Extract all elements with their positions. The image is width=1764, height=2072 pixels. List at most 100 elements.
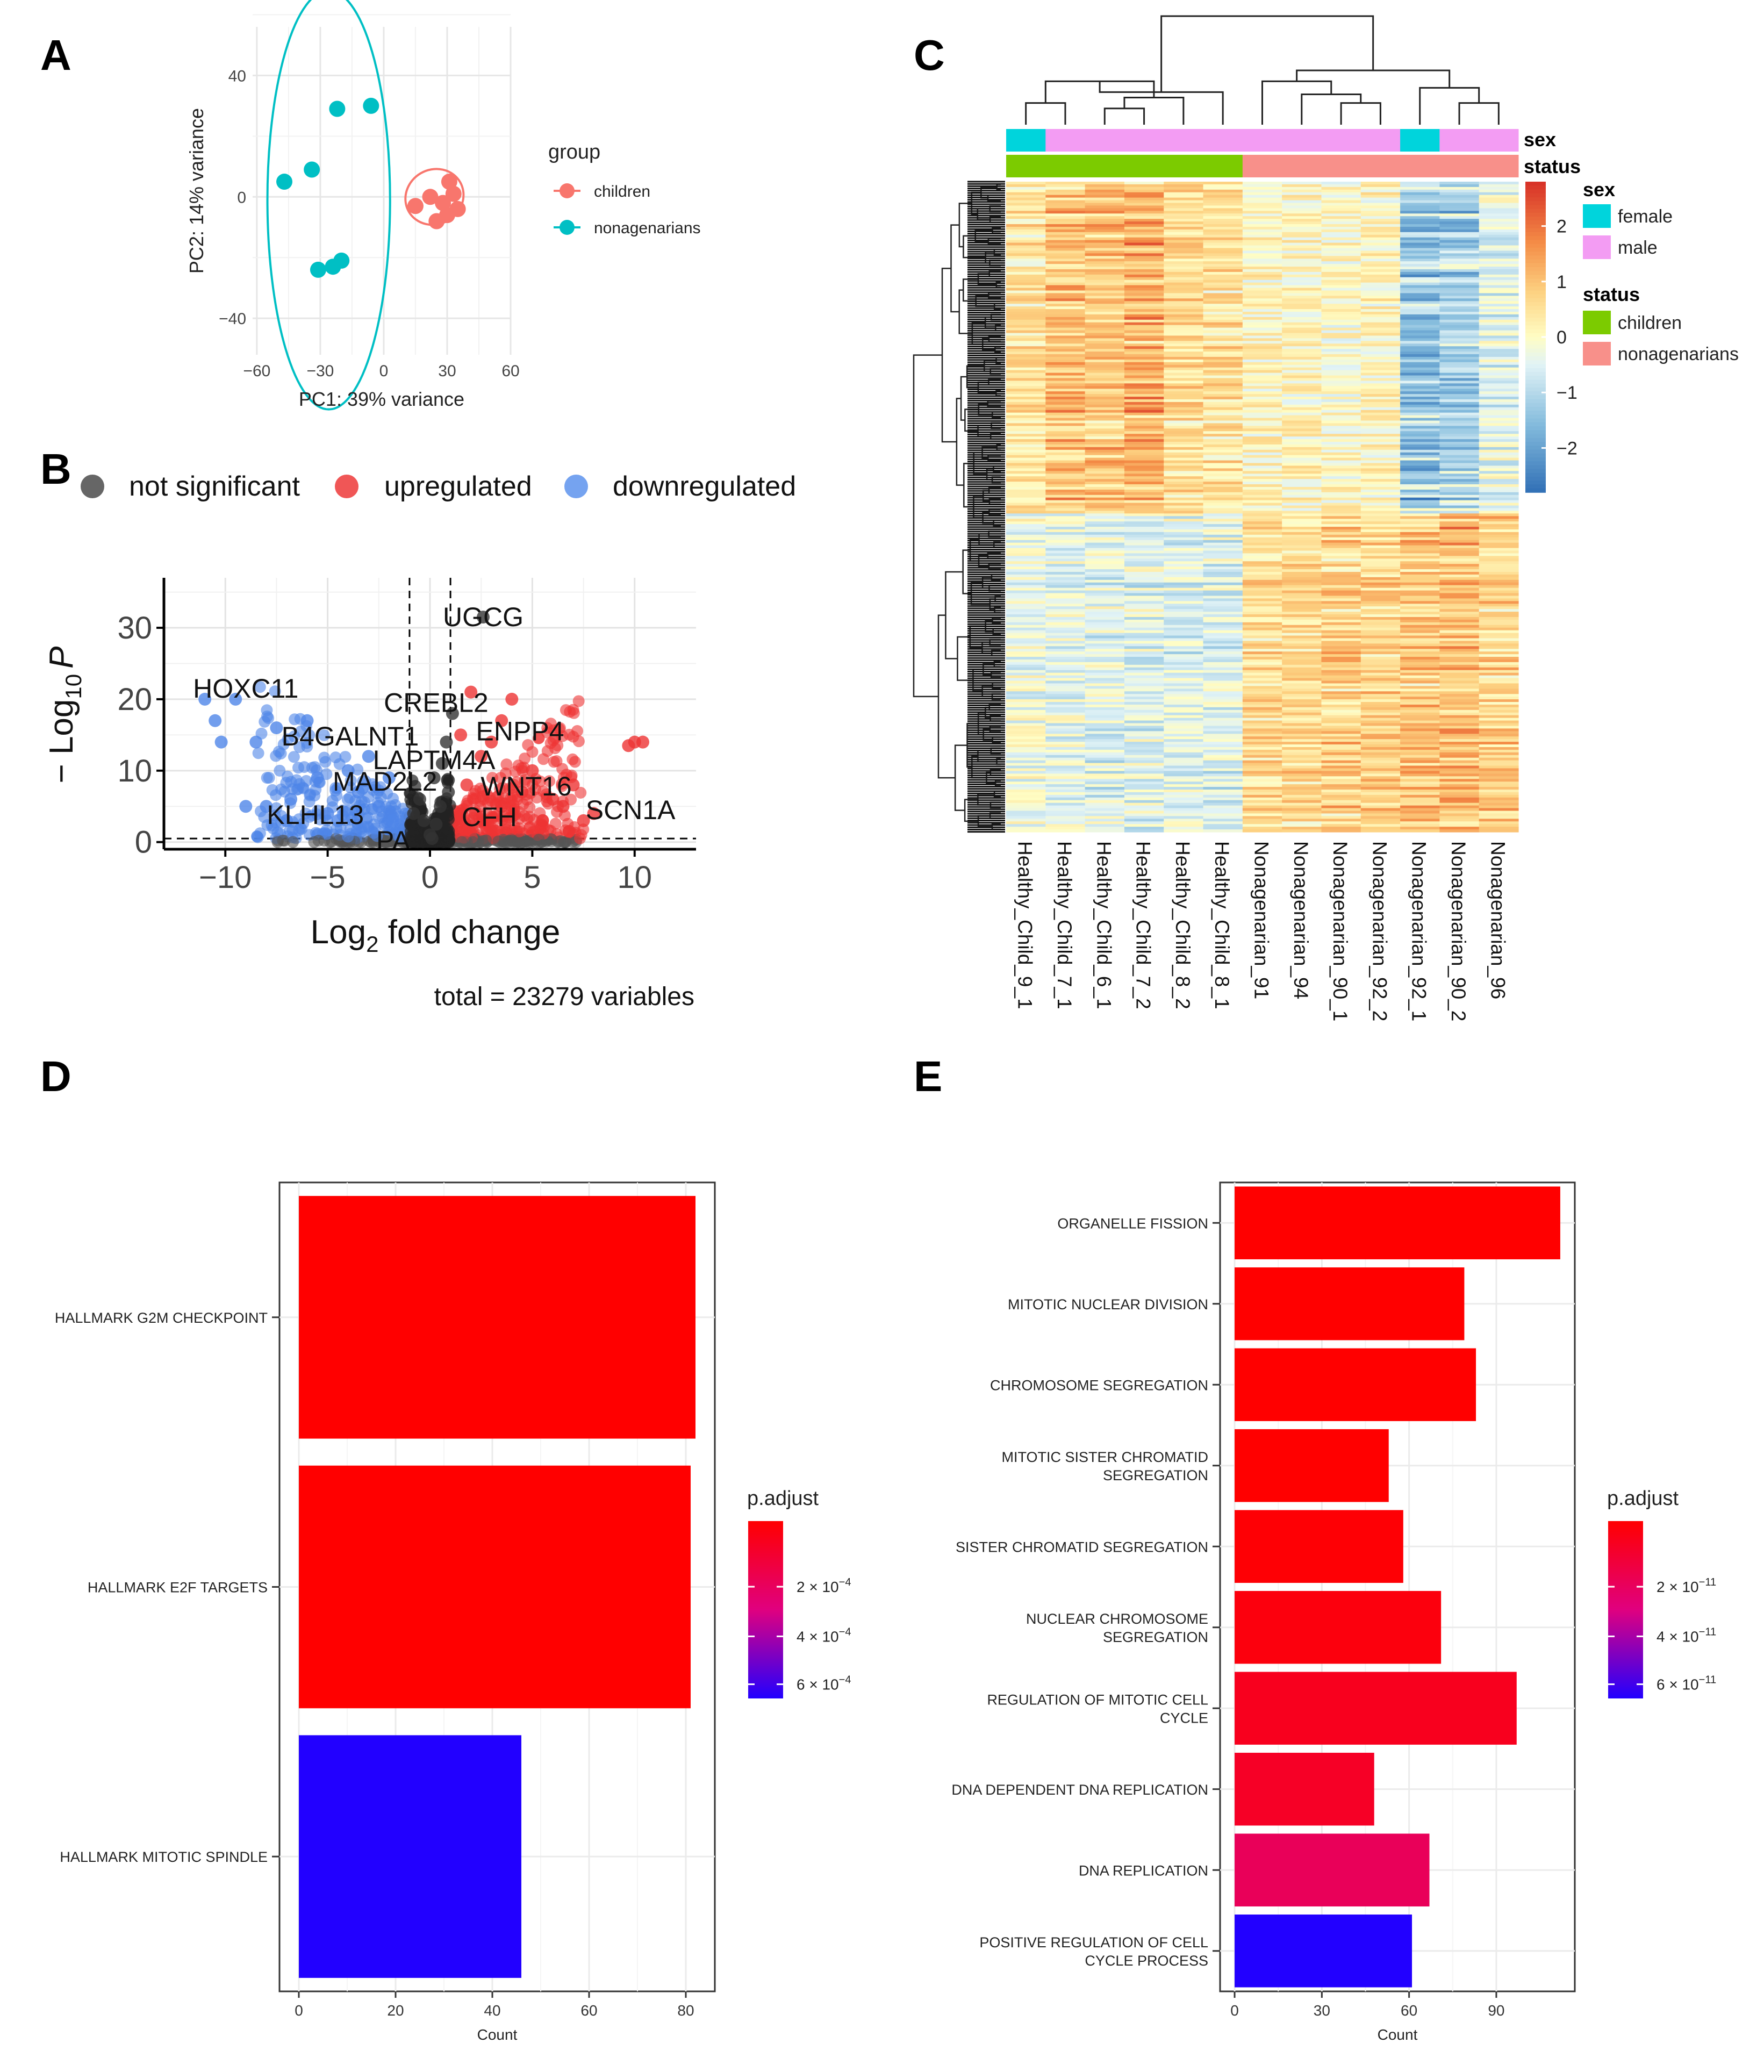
heatmap-cell — [1360, 802, 1401, 806]
heatmap-cell — [1400, 418, 1440, 421]
heatmap-cell — [1282, 407, 1322, 411]
heatmap-cell — [1164, 715, 1204, 719]
heatmap-cell — [1242, 662, 1282, 665]
heatmap-cell — [1006, 747, 1046, 750]
heatmap-cell — [1479, 643, 1519, 647]
heatmap-cell — [1006, 819, 1046, 822]
heatmap-cell — [1045, 567, 1086, 570]
heatmap-cell — [1124, 460, 1164, 464]
heatmap-cell — [1085, 234, 1125, 238]
heatmap-cell — [1360, 709, 1401, 713]
heatmap-cell — [1321, 749, 1361, 753]
heatmap-cell — [1006, 625, 1046, 628]
heatmap-cell — [1085, 694, 1125, 697]
heatmap-cell — [1124, 457, 1164, 461]
heatmap-cell — [1085, 556, 1125, 559]
volcano-point — [251, 830, 263, 843]
heatmap-cell — [1439, 219, 1480, 222]
heatmap-cell — [1242, 335, 1282, 339]
heatmap-cell — [1006, 609, 1046, 612]
heatmap-cell — [1479, 784, 1519, 787]
heatmap-cell — [1203, 649, 1243, 652]
heatmap-cell — [1360, 680, 1401, 684]
heatmap-cell — [1203, 271, 1243, 275]
heatmap-cell — [1400, 633, 1440, 636]
heatmap-cell — [1439, 604, 1480, 607]
annotation-cell-status — [1282, 155, 1322, 177]
heatmap-cell — [1400, 264, 1440, 267]
heatmap-cell — [1045, 418, 1086, 421]
heatmap-cell — [1242, 789, 1282, 793]
heatmap-cell — [1203, 585, 1243, 589]
heatmap-cell — [1124, 330, 1164, 334]
heatmap-cell — [1242, 489, 1282, 493]
heatmap-cell — [1164, 213, 1204, 217]
heatmap-cell — [1439, 486, 1480, 490]
heatmap-cell — [1085, 508, 1125, 512]
heatmap-cell — [1282, 662, 1322, 665]
annotation-cell-sex — [1400, 129, 1440, 152]
heatmap-cell — [1242, 675, 1282, 679]
heatmap-cell — [1045, 742, 1086, 745]
heatmap-cell — [1242, 271, 1282, 275]
pca-y-axis-label: PC2: 14% variance — [185, 108, 207, 274]
heatmap-cell — [1282, 569, 1322, 572]
heatmap-cell — [1164, 500, 1204, 504]
heatmap-cell — [1085, 282, 1125, 286]
heatmap-cell — [1282, 749, 1322, 753]
heatmap-cell — [1164, 269, 1204, 273]
heatmap-cell — [1479, 755, 1519, 758]
heatmap-cell — [1124, 672, 1164, 676]
heatmap-cell — [1242, 819, 1282, 822]
heatmap-cell — [1439, 338, 1480, 341]
heatmap-cell — [1124, 744, 1164, 748]
heatmap-cell — [1321, 760, 1361, 764]
heatmap-cell — [1006, 744, 1046, 748]
heatmap-cell — [1400, 678, 1440, 682]
heatmap-cell — [1242, 678, 1282, 682]
heatmap-cell — [1479, 346, 1519, 349]
heatmap-cell — [1164, 279, 1204, 283]
heatmap-cell — [1006, 248, 1046, 252]
heatmap-cell — [1242, 604, 1282, 607]
heatmap-cell — [1439, 556, 1480, 559]
heatmap-cell — [1045, 667, 1086, 671]
heatmap-cell — [1085, 271, 1125, 275]
heatmap-cell — [1045, 415, 1086, 419]
heatmap-cell — [1045, 521, 1086, 525]
heatmap-cell — [1400, 612, 1440, 615]
heatmap-cell — [1085, 715, 1125, 719]
heatmap-cell — [1045, 301, 1086, 304]
heatmap-cell — [1400, 372, 1440, 376]
heatmap-cell — [1203, 534, 1243, 538]
heatmap-cell — [1045, 407, 1086, 411]
heatmap-cell — [1479, 314, 1519, 318]
heatmap-cell — [1164, 465, 1204, 469]
heatmap-cell — [1124, 511, 1164, 514]
heatmap-cell — [1479, 335, 1519, 339]
heatmap-cell — [1203, 827, 1243, 830]
heatmap-cell — [1242, 691, 1282, 694]
heatmap-cell — [1006, 622, 1046, 626]
heatmap-cell — [1282, 484, 1322, 487]
heatmap-cell — [1400, 298, 1440, 302]
heatmap-cell — [1321, 375, 1361, 379]
heatmap-cell — [1479, 542, 1519, 546]
heatmap-cell — [1242, 436, 1282, 440]
heatmap-cell — [1360, 277, 1401, 281]
heatmap-cell — [1439, 792, 1480, 795]
heatmap-cell — [1321, 744, 1361, 748]
heatmap-cell — [1045, 370, 1086, 374]
heatmap-cell — [1282, 616, 1322, 620]
heatmap-cell — [1124, 567, 1164, 570]
heatmap-cell — [1439, 689, 1480, 692]
heatmap-cell — [1282, 285, 1322, 289]
heatmap-cell — [1360, 184, 1401, 188]
heatmap-cell — [1439, 763, 1480, 766]
heatmap-cell — [1045, 622, 1086, 626]
heatmap-cell — [1479, 399, 1519, 403]
heatmap-cell — [1006, 604, 1046, 607]
heatmap-cell — [1085, 250, 1125, 254]
heatmap-cell — [1203, 479, 1243, 482]
